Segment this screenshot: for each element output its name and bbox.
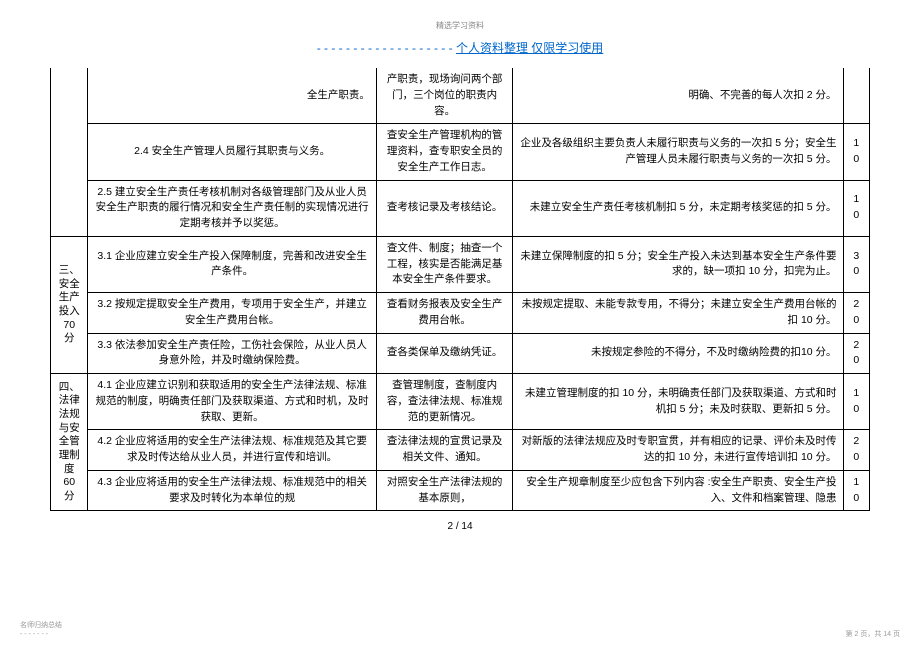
cell-category-3: 三、 安全 生产 投入 70 分	[51, 236, 88, 373]
table-row: 2.5 建立安全生产责任考核机制对各级管理部门及从业人员安全生产职责的履行情况和…	[51, 180, 870, 236]
cell: 对照安全生产法律法规的基本原则，	[376, 470, 513, 511]
main-table: 全生产职责。 产职责，现场询问两个部门，三个岗位的职责内容。 明确、不完善的每人…	[50, 68, 870, 511]
page-number-center: 2 / 14	[50, 521, 870, 532]
cell: 3 0	[843, 236, 869, 292]
cell: 未建立安全生产责任考核机制扣 5 分，未定期考核奖惩的扣 5 分。	[513, 180, 843, 236]
cell: 产职责，现场询问两个部门，三个岗位的职责内容。	[376, 68, 513, 124]
cell: 未建立保障制度的扣 5 分；安全生产投入未达到基本安全生产条件要求的，缺一项扣 …	[513, 236, 843, 292]
cell: 2 0	[843, 430, 869, 471]
header-dashes: - - - - - - - - - - - - - - - - - - -	[317, 41, 453, 55]
table-row: 3.2 按规定提取安全生产费用，专项用于安全生产，并建立安全生产费用台帐。 查看…	[51, 293, 870, 334]
cell: 查管理制度，查制度内容，查法律法规、标准规范的更新情况。	[376, 374, 513, 430]
cell	[843, 68, 869, 124]
cell: 查考核记录及考核结论。	[376, 180, 513, 236]
cell: 查各类保单及缴纳凭证。	[376, 333, 513, 374]
cell: 2 0	[843, 293, 869, 334]
footer-left: 名师归纳总结 - - - - - - -	[20, 622, 62, 639]
table-row: 三、 安全 生产 投入 70 分 3.1 企业应建立安全生产投入保障制度，完善和…	[51, 236, 870, 292]
cell: 查安全生产管理机构的管理资料，查专职安全员的安全生产工作日志。	[376, 124, 513, 180]
cell: 明确、不完善的每人次扣 2 分。	[513, 68, 843, 124]
page-container: 精选学习资料 - - - - - - - - - - - - - - - - -…	[0, 0, 920, 651]
table-row: 3.3 依法参加安全生产责任险，工伤社会保险，从业人员人身意外险，并及时缴纳保险…	[51, 333, 870, 374]
top-small-label: 精选学习资料	[50, 20, 870, 31]
cell: 3.1 企业应建立安全生产投入保障制度，完善和改进安全生产条件。	[88, 236, 376, 292]
cell: 4.3 企业应将适用的安全生产法律法规、标准规范中的相关要求及时转化为本单位的规	[88, 470, 376, 511]
cell: 对新版的法律法规应及时专职宣贯，并有相应的记录、评价未及时传达的扣 10 分，未…	[513, 430, 843, 471]
cell: 1 0	[843, 470, 869, 511]
cell: 1 0	[843, 180, 869, 236]
table-row: 全生产职责。 产职责，现场询问两个部门，三个岗位的职责内容。 明确、不完善的每人…	[51, 68, 870, 124]
cell: 4.1 企业应建立识别和获取适用的安全生产法律法规、标准规范的制度，明确责任部门…	[88, 374, 376, 430]
cell: 查文件、制度；抽查一个工程，核实是否能满足基本安全生产条件要求。	[376, 236, 513, 292]
cell: 2.5 建立安全生产责任考核机制对各级管理部门及从业人员安全生产职责的履行情况和…	[88, 180, 376, 236]
cell: 未建立管理制度的扣 10 分，未明确责任部门及获取渠道、方式和时机扣 5 分；未…	[513, 374, 843, 430]
cell: 全生产职责。	[88, 68, 376, 124]
cell: 1 0	[843, 124, 869, 180]
cell: 3.3 依法参加安全生产责任险，工伤社会保险，从业人员人身意外险，并及时缴纳保险…	[88, 333, 376, 374]
footer-right: 第 2 页，共 14 页	[846, 629, 900, 639]
cell: 未按规定提取、未能专款专用，不得分；未建立安全生产费用台帐的扣 10 分。	[513, 293, 843, 334]
cell: 企业及各级组织主要负责人未履行职责与义务的一次扣 5 分；安全生产管理人员未履行…	[513, 124, 843, 180]
page-header: - - - - - - - - - - - - - - - - - - - 个人…	[50, 39, 870, 56]
cell: 查法律法规的宣贯记录及相关文件、通知。	[376, 430, 513, 471]
cell: 4.2 企业应将适用的安全生产法律法规、标准规范及其它要求及时传达给从业人员，并…	[88, 430, 376, 471]
table-row: 4.3 企业应将适用的安全生产法律法规、标准规范中的相关要求及时转化为本单位的规…	[51, 470, 870, 511]
cell: 2 0	[843, 333, 869, 374]
cell: 未按规定参险的不得分，不及时缴纳险费的扣10 分。	[513, 333, 843, 374]
cell-cat-blank	[51, 68, 88, 236]
header-title: 个人资料整理 仅限学习使用	[456, 41, 603, 55]
cell-category-4: 四、 法律 法规 与安 全管 理制 度 60 分	[51, 374, 88, 511]
table-row: 2.4 安全生产管理人员履行其职责与义务。 查安全生产管理机构的管理资料，查专职…	[51, 124, 870, 180]
cell: 安全生产规章制度至少应包含下列内容 :安全生产职责、安全生产投入、文件和档案管理…	[513, 470, 843, 511]
table-row: 四、 法律 法规 与安 全管 理制 度 60 分 4.1 企业应建立识别和获取适…	[51, 374, 870, 430]
cell: 1 0	[843, 374, 869, 430]
cell: 3.2 按规定提取安全生产费用，专项用于安全生产，并建立安全生产费用台帐。	[88, 293, 376, 334]
cell: 查看财务报表及安全生产费用台帐。	[376, 293, 513, 334]
cell: 2.4 安全生产管理人员履行其职责与义务。	[88, 124, 376, 180]
table-row: 4.2 企业应将适用的安全生产法律法规、标准规范及其它要求及时传达给从业人员，并…	[51, 430, 870, 471]
